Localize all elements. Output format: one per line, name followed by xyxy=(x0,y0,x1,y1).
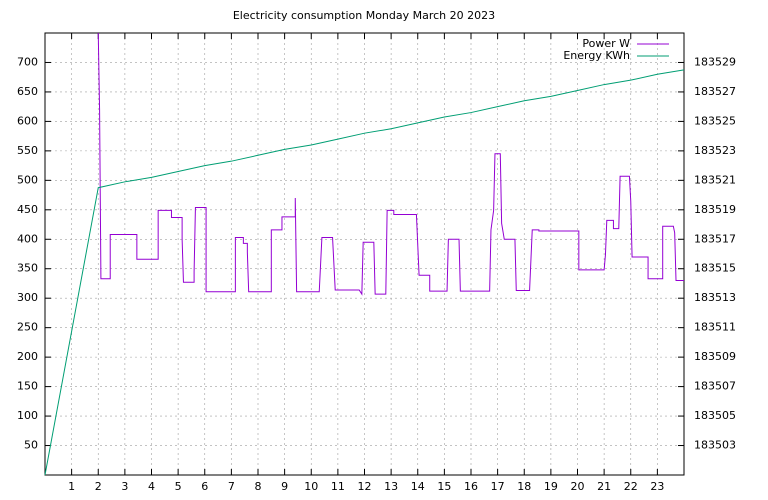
y2-tick-label: 183503 xyxy=(694,439,736,452)
legend-label: Energy KWh xyxy=(563,49,630,62)
x-tick-label: 13 xyxy=(384,480,398,493)
y2-tick-label: 183513 xyxy=(694,291,736,304)
series-line xyxy=(44,69,685,476)
y2-tick-label: 183509 xyxy=(694,350,736,363)
y-tick-label: 550 xyxy=(17,144,38,157)
x-tick-label: 1 xyxy=(68,480,75,493)
legend-label: Power W xyxy=(582,37,630,50)
x-tick-label: 9 xyxy=(281,480,288,493)
series-line xyxy=(97,32,684,296)
y2-tick-label: 183523 xyxy=(694,144,736,157)
y2-tick-label: 183515 xyxy=(694,262,736,275)
y-tick-label: 250 xyxy=(17,321,38,334)
y2-tick-label: 183507 xyxy=(694,380,736,393)
y2-tick-label: 183525 xyxy=(694,114,736,127)
x-tick-label: 14 xyxy=(411,480,425,493)
y-tick-label: 200 xyxy=(17,350,38,363)
x-tick-label: 5 xyxy=(175,480,182,493)
x-tick-label: 20 xyxy=(571,480,585,493)
x-tick-label: 12 xyxy=(358,480,372,493)
y-tick-label: 450 xyxy=(17,203,38,216)
chart-title: Electricity consumption Monday March 20 … xyxy=(233,9,495,22)
y-tick-label: 100 xyxy=(17,409,38,422)
y2-tick-label: 183527 xyxy=(694,85,736,98)
y-tick-label: 50 xyxy=(24,439,38,452)
y2-tick-label: 183505 xyxy=(694,409,736,422)
y2-tick-label: 183511 xyxy=(694,321,736,334)
x-tick-label: 11 xyxy=(331,480,345,493)
y-tick-label: 650 xyxy=(17,85,38,98)
x-tick-label: 21 xyxy=(597,480,611,493)
x-tick-label: 17 xyxy=(491,480,505,493)
plot-frame xyxy=(44,32,685,476)
x-tick-label: 2 xyxy=(95,480,102,493)
y2-tick-label: 183519 xyxy=(694,203,736,216)
x-tick-label: 7 xyxy=(228,480,235,493)
x-tick-label: 4 xyxy=(148,480,155,493)
y-tick-label: 150 xyxy=(17,380,38,393)
y-tick-label: 600 xyxy=(17,114,38,127)
y-tick-label: 350 xyxy=(17,262,38,275)
y-tick-label: 400 xyxy=(17,232,38,245)
y2-tick-label: 183521 xyxy=(694,173,736,186)
y-tick-label: 300 xyxy=(17,291,38,304)
x-tick-label: 3 xyxy=(121,480,128,493)
x-tick-label: 15 xyxy=(437,480,451,493)
x-tick-label: 16 xyxy=(464,480,478,493)
y2-tick-label: 183529 xyxy=(694,55,736,68)
x-tick-label: 10 xyxy=(304,480,318,493)
x-tick-label: 6 xyxy=(201,480,208,493)
x-tick-label: 22 xyxy=(624,480,638,493)
y-tick-label: 700 xyxy=(17,55,38,68)
y2-tick-label: 183517 xyxy=(694,232,736,245)
x-tick-label: 18 xyxy=(517,480,531,493)
x-tick-label: 23 xyxy=(650,480,664,493)
x-tick-label: 8 xyxy=(255,480,262,493)
y-tick-label: 500 xyxy=(17,173,38,186)
x-tick-label: 19 xyxy=(544,480,558,493)
